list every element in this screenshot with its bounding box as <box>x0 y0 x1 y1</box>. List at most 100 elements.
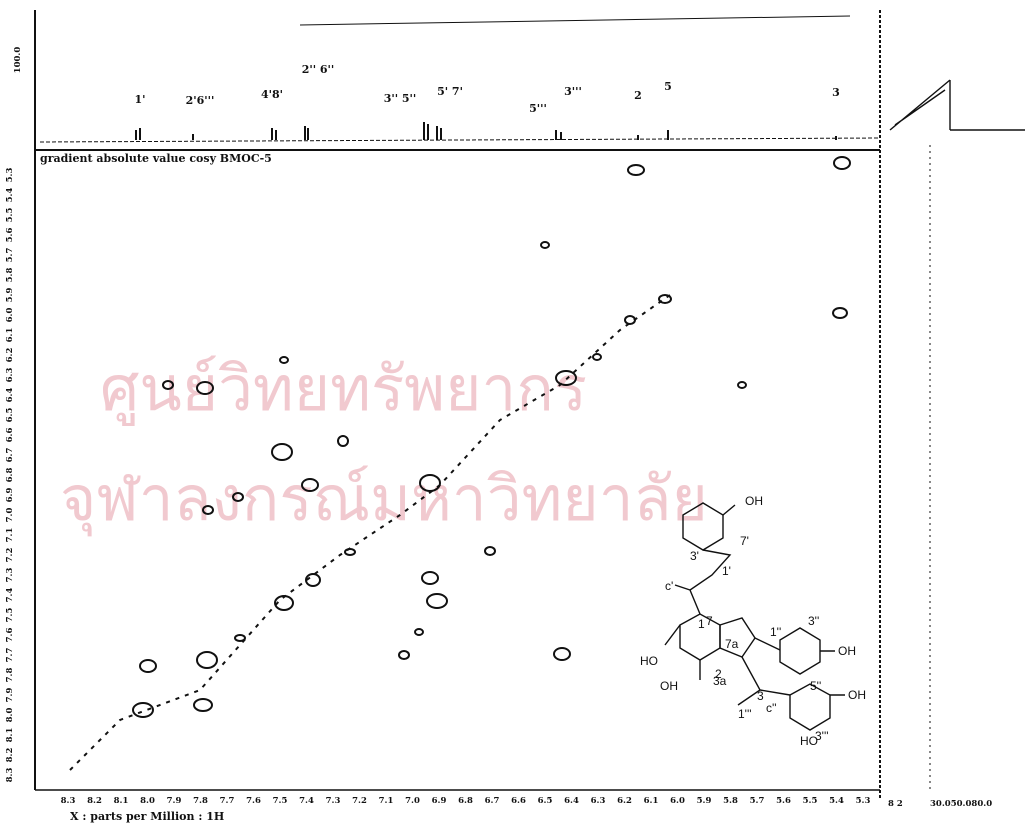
y-tick-label: 6.9 <box>5 488 15 503</box>
peak-label: 3 <box>832 86 840 99</box>
x-tick-label: 8.1 <box>114 796 129 806</box>
y-tick-label: 6.4 <box>5 388 15 403</box>
x-tick-label: 7.7 <box>220 796 235 806</box>
y-tick-label: 6.8 <box>5 468 15 483</box>
x-tick-label: 7.2 <box>352 796 367 806</box>
atom-label: 3' <box>690 549 699 563</box>
x-tick-label: 5.7 <box>750 796 765 806</box>
y-tick-label: 7.1 <box>5 528 15 543</box>
peak-label: 2'6''' <box>186 94 215 107</box>
right-tick: 30.050.080.0 <box>930 799 992 809</box>
y-tick-label: 5.8 <box>5 268 15 283</box>
baseline <box>299 15 851 26</box>
atom-label: 3 <box>757 689 764 703</box>
peak-label: 2 <box>634 89 642 102</box>
structure <box>664 502 845 731</box>
atom-label: 7 <box>706 614 713 628</box>
x-tick-label: 6.8 <box>458 796 473 806</box>
y-tick-label: 5.5 <box>5 208 15 223</box>
x-tick-label: 6.4 <box>564 796 579 806</box>
atom-label: HO <box>640 654 658 668</box>
x-tick-label: 5.5 <box>803 796 818 806</box>
y-tick-label: 7.8 <box>5 668 15 683</box>
atom-label: 7a <box>725 637 739 651</box>
structure-labels: OH 7' 3' 1' c' 1 3'' HO 7 7a 1'' OH 2 5'' 3a 3c'' OH 1'''… <box>640 494 866 748</box>
atom-label: OH <box>848 688 866 702</box>
atom-label: 2 <box>715 667 722 681</box>
x-tick-label: 5.9 <box>697 796 712 806</box>
y-tick-label: 5.6 <box>5 228 15 243</box>
atom-label: c' <box>665 579 673 593</box>
x-tick-label: 7.4 <box>299 796 314 806</box>
peak-label: 2'' 6'' <box>302 63 335 76</box>
x-tick-label: 5.4 <box>829 796 844 806</box>
diagonal <box>69 294 671 771</box>
y-tick-label: 6.3 <box>5 368 15 383</box>
atom-label: 5'' <box>810 679 821 693</box>
peak-label: 3'' 5'' <box>384 92 417 105</box>
y-tick-label: 6.0 <box>5 308 15 323</box>
y-tick-label: 5.4 <box>5 188 15 203</box>
atom-label: HO <box>800 734 818 748</box>
y-tick-label: 7.2 <box>5 548 15 563</box>
x-tick-label: 6.5 <box>538 796 553 806</box>
baseline <box>39 137 881 143</box>
y-tick-label: 5.7 <box>5 248 15 263</box>
x-tick-label: 6.9 <box>432 796 447 806</box>
atom-label: OH <box>745 494 763 508</box>
y-tick-label: 8.0 <box>5 708 15 723</box>
x-tick-label: 5.6 <box>776 796 791 806</box>
y-tick-label: 8.2 <box>5 748 15 763</box>
x-tick-label: 8.2 <box>87 796 102 806</box>
atom-label: 3'' <box>808 614 819 628</box>
atom-label: 1 <box>698 617 705 631</box>
x-tick-label: 5.3 <box>856 796 871 806</box>
y-tick-label: 6.5 <box>5 408 15 423</box>
y-tick-label: 7.4 <box>5 588 15 603</box>
atom-label: c'' <box>766 701 777 715</box>
y-tick-label: 7.7 <box>5 648 15 663</box>
atom-label: OH <box>660 679 678 693</box>
y-tick-label: 7.3 <box>5 568 15 583</box>
x-tick-label: 7.6 <box>246 796 261 806</box>
watermark: ศูนย์วิทยทรัพยากร จุฬาลงกรณ์มหาวิทยาลัย <box>60 352 708 536</box>
right-tick: 8 2 <box>888 799 903 809</box>
x-tick-label: 6.2 <box>617 796 632 806</box>
x-tick-label: 8.3 <box>61 796 76 806</box>
y-tick-label: 5.3 <box>5 168 15 183</box>
axis-label: 100.0 <box>13 47 23 74</box>
x-tick-label: 8.0 <box>140 796 155 806</box>
y-tick-label: 7.5 <box>5 608 15 623</box>
x-tick-label: 7.0 <box>405 796 420 806</box>
x-tick-label: 6.0 <box>670 796 685 806</box>
x-tick-label: 6.7 <box>485 796 500 806</box>
y-tick-label: 8.1 <box>5 728 15 743</box>
peak-label: 5' 7' <box>437 85 463 98</box>
y-tick-label: 7.0 <box>5 508 15 523</box>
peak-label: 3''' <box>564 85 582 98</box>
x-tick-label: 5.8 <box>723 796 738 806</box>
atom-label: 3a <box>713 674 727 688</box>
y-tick-label: 6.6 <box>5 428 15 443</box>
y-tick-label: 7.6 <box>5 628 15 643</box>
x-tick-label: 6.3 <box>591 796 606 806</box>
x-tick-label: 7.9 <box>167 796 182 806</box>
x-tick-label: 7.8 <box>193 796 208 806</box>
x-tick-label: 7.5 <box>273 796 288 806</box>
atom-label: 1' <box>722 564 731 578</box>
atom-label: OH <box>838 644 856 658</box>
peak-label: 5 <box>664 80 672 93</box>
title: gradient absolute value cosy BMOC-5 <box>40 152 272 165</box>
x-tick-label: 7.3 <box>326 796 341 806</box>
peak-label: 5''' <box>529 102 547 115</box>
y-tick-label: 6.7 <box>5 448 15 463</box>
peak-labels: 1' 2'6''' 4'8' 2'' 6'' 3'' 5'' 5' 7' 5''' 3''' 2… <box>134 63 839 115</box>
y-tick-label: 7.9 <box>5 688 15 703</box>
y-tick-label: 6.1 <box>5 328 15 343</box>
atom-label: 7' <box>740 534 749 548</box>
cross-peaks <box>132 156 851 718</box>
x-tick-label: 7.1 <box>379 796 394 806</box>
y-tick-label: 8.3 <box>5 768 15 783</box>
